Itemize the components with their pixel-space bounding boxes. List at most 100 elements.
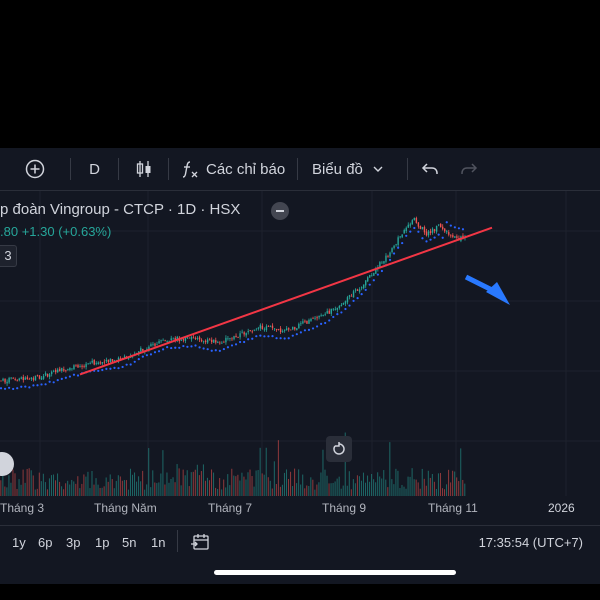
- range-6m-button[interactable]: 6p: [38, 535, 53, 550]
- volume-bar: [211, 469, 213, 496]
- candle-body: [97, 362, 99, 364]
- volume-bar: [26, 468, 28, 496]
- range-3m-button[interactable]: 3p: [66, 535, 81, 550]
- candle-body: [75, 364, 77, 366]
- volume-bar: [322, 449, 324, 496]
- volume-bar: [225, 487, 227, 496]
- volume-bar: [36, 488, 38, 496]
- volume-bar: [97, 484, 99, 496]
- candle-body: [253, 329, 255, 331]
- candle-body: [217, 342, 219, 343]
- sar-dot: [413, 226, 416, 230]
- volume-bar: [292, 486, 294, 496]
- volume-bar: [75, 483, 77, 496]
- volume-bar: [415, 479, 417, 496]
- price-chart[interactable]: [0, 191, 600, 521]
- volume-bar: [158, 482, 160, 496]
- volume-bar: [28, 468, 30, 496]
- candle-body: [296, 328, 298, 331]
- clock-timezone[interactable]: 17:35:54 (UTC+7): [478, 535, 583, 550]
- candle-body: [448, 232, 450, 235]
- symbol-title[interactable]: p đoàn Vingroup - CTCP · 1D · HSX: [0, 201, 241, 218]
- volume-bar: [241, 472, 243, 496]
- indicator-count-badge[interactable]: 3: [0, 245, 17, 267]
- volume-bar: [288, 478, 290, 496]
- candle-body: [397, 237, 399, 245]
- candle-body: [184, 337, 187, 342]
- candle-body: [247, 331, 249, 333]
- candle-body: [192, 337, 195, 339]
- candle-body: [196, 338, 199, 339]
- range-1y-button[interactable]: 1y: [12, 535, 26, 550]
- toolbar-divider: [70, 158, 71, 180]
- indicators-button[interactable]: Các chỉ báo: [169, 148, 297, 190]
- sar-dot: [328, 319, 331, 322]
- candlestick-series: [0, 216, 466, 386]
- sar-dot: [315, 325, 319, 328]
- goto-date-button[interactable]: [190, 532, 210, 555]
- trendline[interactable]: [79, 226, 493, 376]
- sar-dot: [210, 349, 213, 352]
- sar-dot: [178, 346, 181, 349]
- volume-bar: [217, 488, 219, 496]
- candle-body: [375, 268, 377, 274]
- sar-dot: [453, 226, 456, 229]
- range-1d-button[interactable]: 1n: [151, 535, 166, 550]
- candle-body: [320, 315, 322, 317]
- sar-dot: [332, 315, 335, 319]
- candle-body: [369, 274, 371, 278]
- change-value: +1.30 (+0.63%): [21, 224, 112, 239]
- redo-icon: [461, 163, 478, 174]
- candle-body: [415, 217, 418, 223]
- chart-style-button[interactable]: [119, 148, 168, 190]
- add-symbol-button[interactable]: [0, 148, 70, 190]
- candle-body: [241, 331, 243, 333]
- sar-dot: [64, 376, 67, 379]
- volume-bar: [464, 483, 466, 496]
- sar-dot: [222, 347, 225, 351]
- candle-body: [229, 338, 231, 339]
- candle-body: [273, 328, 276, 330]
- redo-button[interactable]: [452, 148, 486, 190]
- reset-chart-button[interactable]: [326, 436, 352, 462]
- sar-dot: [117, 367, 120, 370]
- candle-body: [221, 342, 223, 344]
- time-axis[interactable]: Tháng 3 Tháng Năm Tháng 7 Tháng 9 Tháng …: [0, 498, 600, 518]
- volume-bar: [46, 489, 48, 496]
- volume-bar: [111, 479, 113, 496]
- sar-dot: [121, 365, 124, 369]
- candle-body: [431, 228, 434, 233]
- candle-body: [292, 326, 294, 330]
- range-5d-button[interactable]: 5n: [122, 535, 137, 550]
- tradingview-logo[interactable]: [0, 452, 14, 476]
- volume-bar: [435, 488, 437, 496]
- legend-collapse-button[interactable]: [271, 202, 289, 220]
- candle-body: [156, 344, 158, 346]
- volume-bar: [444, 489, 446, 496]
- volume-bar: [237, 474, 239, 496]
- candle-body: [393, 245, 395, 249]
- volume-bar: [409, 476, 411, 496]
- undo-button[interactable]: [408, 148, 452, 190]
- volume-bar: [316, 484, 318, 496]
- sar-dot: [421, 237, 424, 240]
- volume-bar: [425, 485, 427, 496]
- interval-button[interactable]: D: [71, 148, 118, 190]
- chart-type-dropdown[interactable]: Biểu đồ: [298, 148, 407, 190]
- candle-body: [277, 329, 280, 330]
- volume-bar: [105, 477, 107, 496]
- candle-body: [40, 377, 43, 380]
- volume-bar: [192, 471, 194, 496]
- range-1m-button[interactable]: 1p: [95, 535, 110, 550]
- candle-body: [194, 338, 197, 339]
- candle-body: [322, 315, 324, 317]
- candle-body: [391, 248, 393, 253]
- candle-body: [310, 318, 312, 321]
- chart-canvas[interactable]: [0, 191, 600, 521]
- candle-body: [50, 371, 53, 375]
- candle-body: [433, 229, 436, 231]
- volume-bar: [52, 474, 55, 496]
- volume-bar: [348, 471, 350, 496]
- volume-bar: [405, 488, 407, 496]
- candle-body: [138, 351, 140, 354]
